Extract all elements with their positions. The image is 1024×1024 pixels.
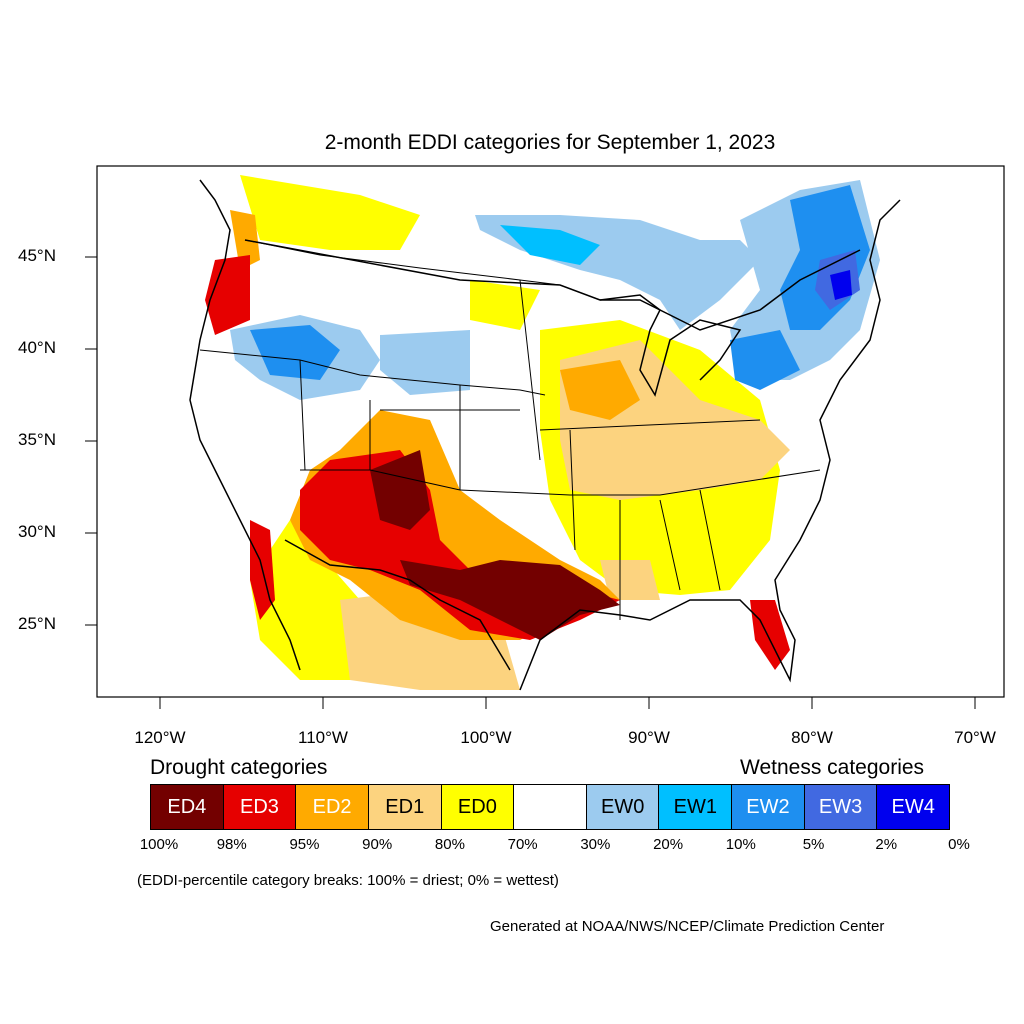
lat-label: 25°N [18,614,56,633]
canada-border [244,239,861,331]
ed0-region [470,280,540,330]
ew2-region [730,330,800,390]
percentile-label: 100% [139,836,179,853]
ed4-region [400,560,620,640]
ew1-region [500,225,600,265]
legend-box: EW3 [804,785,878,829]
percentile-label: 20% [653,836,684,853]
legend-box: EW2 [732,785,805,829]
percentile-label: 90% [362,836,393,853]
percentile-label: 98% [216,836,247,853]
map-frame [96,165,1005,698]
great-lakes [599,294,742,397]
legend-box [514,785,587,829]
lon-label: 110°W [298,728,348,747]
lat-label: 30°N [18,522,56,541]
credit-line: Generated at NOAA/NWS/NCEP/Climate Predi… [490,918,885,935]
ew2-region [250,325,340,380]
legend-box: ED4 [151,785,224,829]
legend-box: ED2 [296,785,369,829]
legend-box: ED1 [368,785,442,829]
lat-label: 40°N [18,338,56,357]
lon-label: 90°W [628,728,670,747]
mexico-border [284,539,511,671]
ed4-region [370,450,430,530]
axis-ticks [85,256,976,709]
lon-label: 70°W [954,728,996,747]
category-note: (EDDI-percentile category breaks: 100% =… [137,872,559,889]
ed0-region [240,175,420,250]
lat-label: 35°N [18,430,56,449]
percentile-label: 70% [507,836,538,853]
wetness-heading: Wetness categories [740,756,925,779]
lon-label: 120°W [134,728,186,747]
legend-box: EW1 [659,785,733,829]
percentile-label: 2% [875,836,898,853]
ed1-region [600,560,660,600]
percentile-label: 95% [289,836,320,853]
map-title: 2-month EDDI categories for September 1,… [324,131,776,154]
percentile-label: 30% [580,836,611,853]
legend-box: ED3 [223,785,297,829]
coastline [189,179,301,671]
ew4-region [830,270,852,300]
percentile-label: 10% [725,836,756,853]
percentile-label: 80% [434,836,465,853]
legend-box: EW4 [877,785,950,829]
coastline [519,199,901,691]
percentile-label: 0% [948,836,970,853]
lon-label: 80°W [791,728,833,747]
drought-heading: Drought categories [150,756,328,779]
legend-box: ED0 [441,785,515,829]
ed0-region [250,520,360,680]
ed3-region [750,600,790,670]
category-legend: ED4 ED3 ED2 ED1 ED0 EW0 EW1 EW2 EW3 EW4 [150,784,950,830]
ed2-region [560,360,640,420]
lat-label: 45°N [18,246,56,265]
legend-box: EW0 [586,785,660,829]
percentile-label: 5% [802,836,825,853]
lon-label: 100°W [460,728,512,747]
ed3-region [205,255,250,335]
